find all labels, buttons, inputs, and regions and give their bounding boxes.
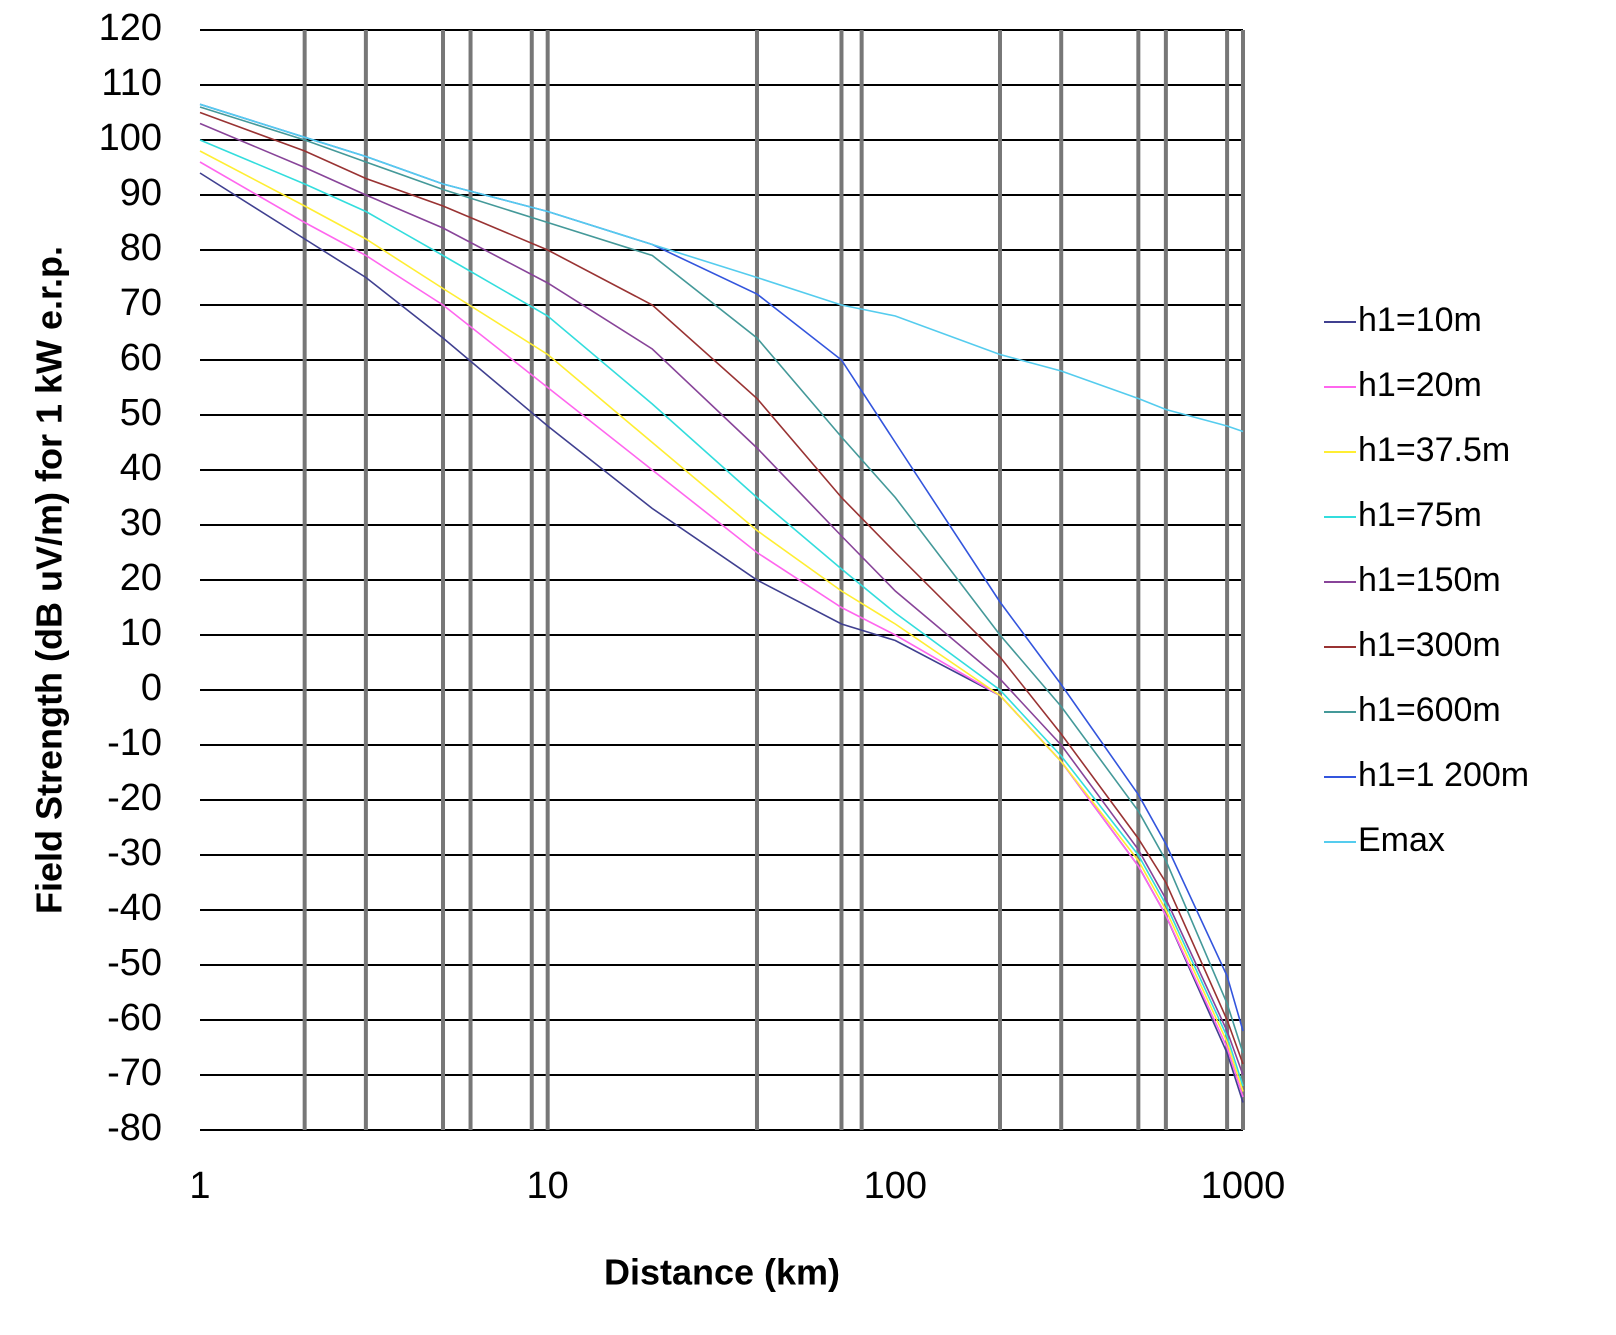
y-tick-label: -40 bbox=[107, 887, 162, 929]
series-line bbox=[199, 106, 1244, 1054]
y-tick-label: 120 bbox=[99, 7, 162, 49]
y-tick-label: -60 bbox=[107, 997, 162, 1039]
y-tick-label: 80 bbox=[120, 227, 162, 269]
x-tick-label: 1000 bbox=[1201, 1165, 1286, 1207]
series-line bbox=[199, 172, 1244, 1103]
legend-label: h1=20m bbox=[1358, 366, 1482, 404]
y-tick-label: 40 bbox=[120, 447, 162, 489]
x-tick-label: 1 bbox=[189, 1165, 210, 1207]
y-tick-label: -20 bbox=[107, 777, 162, 819]
series-line bbox=[199, 139, 1244, 1087]
x-tick-label: 100 bbox=[864, 1165, 927, 1207]
y-tick-label: -10 bbox=[107, 722, 162, 764]
series-line bbox=[199, 111, 1244, 1065]
y-tick-label: -80 bbox=[107, 1107, 162, 1149]
legend-label: h1=37.5m bbox=[1358, 431, 1510, 469]
legend-label: h1=300m bbox=[1358, 626, 1501, 664]
y-tick-label: 0 bbox=[141, 667, 162, 709]
y-tick-label: -50 bbox=[107, 942, 162, 984]
y-tick-label: 70 bbox=[120, 282, 162, 324]
y-tick-label: -70 bbox=[107, 1052, 162, 1094]
legend-label: h1=75m bbox=[1358, 496, 1482, 534]
y-tick-label: 30 bbox=[120, 502, 162, 544]
series-line bbox=[199, 103, 1244, 433]
series-line bbox=[199, 103, 1244, 1032]
x-tick-label: 10 bbox=[527, 1165, 569, 1207]
series-line bbox=[199, 161, 1244, 1098]
legend-label: h1=1 200m bbox=[1358, 756, 1529, 794]
y-tick-label: 100 bbox=[99, 117, 162, 159]
y-tick-label: 50 bbox=[120, 392, 162, 434]
y-tick-label: 20 bbox=[120, 557, 162, 599]
y-tick-label: 10 bbox=[120, 612, 162, 654]
x-axis-title: Distance (km) bbox=[604, 1252, 840, 1293]
legend-label: Emax bbox=[1358, 821, 1445, 859]
legend-label: h1=150m bbox=[1358, 561, 1501, 599]
y-tick-label: 90 bbox=[120, 172, 162, 214]
series-line bbox=[199, 150, 1244, 1092]
y-tick-label: 60 bbox=[120, 337, 162, 379]
series-line bbox=[199, 122, 1244, 1076]
legend-label: h1=10m bbox=[1358, 301, 1482, 339]
legend-label: h1=600m bbox=[1358, 691, 1501, 729]
y-tick-label: -30 bbox=[107, 832, 162, 874]
y-axis-title: Field Strength (dB uV/m) for 1 kW e.r.p. bbox=[29, 246, 70, 914]
y-tick-label: 110 bbox=[101, 62, 162, 104]
